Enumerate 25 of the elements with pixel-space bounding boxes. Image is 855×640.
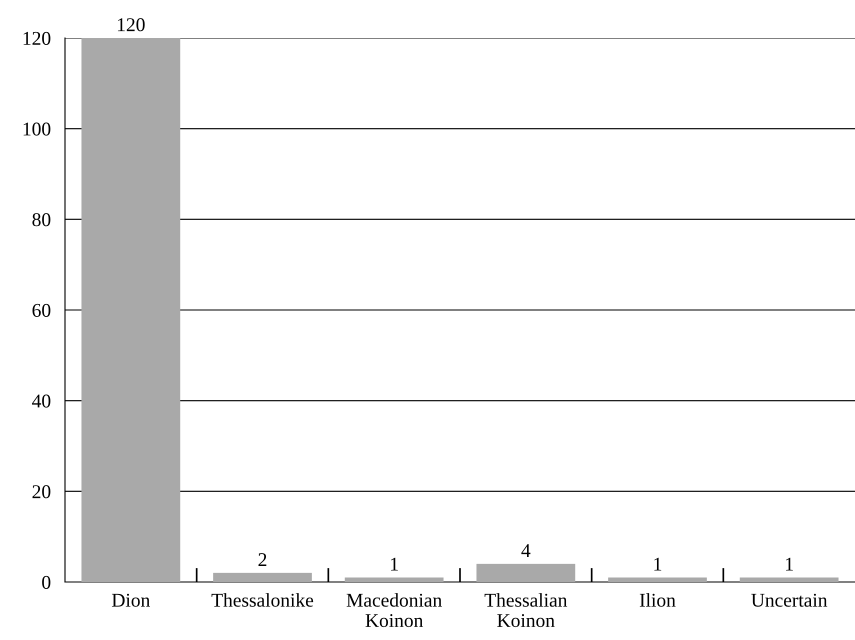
data-label: 1	[786, 558, 793, 571]
bar	[740, 577, 839, 582]
bar	[213, 572, 312, 582]
bar	[81, 38, 180, 582]
x-tick-label: Dion	[112, 594, 150, 607]
y-tick-label: 120	[24, 32, 50, 45]
x-tick-label: Macedonian Koinon	[346, 593, 442, 628]
x-tick-label: Uncertain	[751, 594, 828, 607]
y-tick-label: 60	[32, 304, 50, 317]
y-tick-label: 40	[32, 394, 50, 408]
data-label: 2	[258, 553, 266, 566]
bar	[344, 577, 444, 582]
y-tick-label: 20	[32, 485, 50, 498]
x-tick-label: Thessalonike	[212, 593, 314, 607]
data-label: 120	[118, 18, 145, 32]
x-tick-label: Ilion	[640, 593, 676, 607]
data-label: 1	[654, 558, 662, 571]
y-tick-label: 0	[42, 576, 50, 589]
bar	[476, 564, 576, 582]
data-label: 1	[391, 558, 398, 571]
data-label: 4	[521, 544, 530, 557]
y-tick-label: 80	[32, 213, 50, 226]
y-tick-label: 100	[24, 122, 50, 136]
x-tick-label: Thessalian Koinon	[484, 593, 568, 628]
bar	[608, 577, 707, 582]
